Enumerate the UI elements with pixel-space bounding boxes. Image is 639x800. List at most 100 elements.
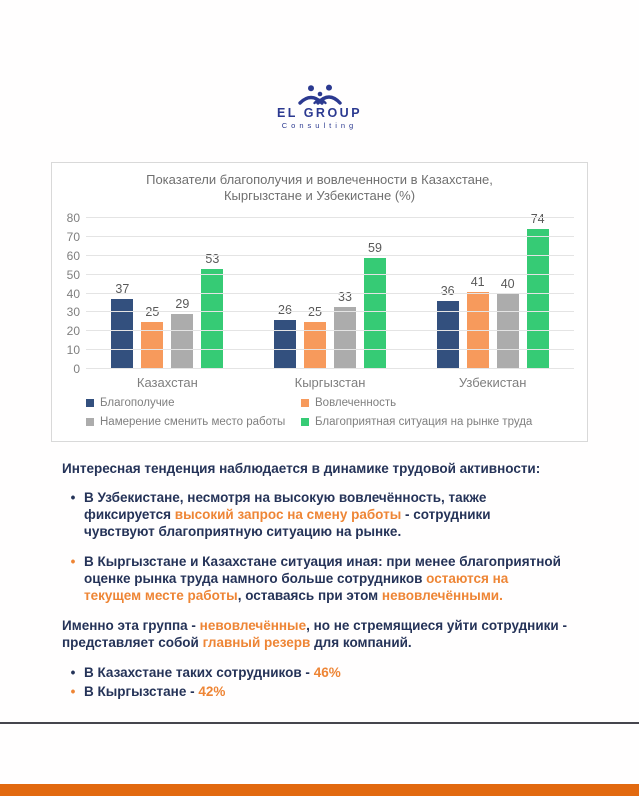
y-axis-tick-label: 10	[66, 343, 80, 358]
bar-value-label: 29	[175, 297, 190, 312]
legend-swatch	[86, 399, 94, 407]
bar: 59	[364, 241, 386, 369]
plot-area: 37 25 29 53 26 25 33 59 36 41 40 74 0 10 20 30 40 50 60 70…	[67, 211, 574, 376]
stats-list: • В Казахстане таких сотрудников - 46% • В …	[62, 664, 586, 700]
legend-item: Намерение сменить место работы	[86, 416, 301, 428]
legend-label: Намерение сменить место работы	[100, 416, 286, 428]
bar-value-label: 41	[470, 274, 485, 289]
bullet-text: В Кыргызстане - 42%	[84, 683, 225, 700]
bullet-text: В Казахстане таких сотрудников - 46%	[84, 664, 341, 681]
bar-group-3: 36 41 40 74	[411, 212, 574, 369]
text-segment: Интересная тенденция наблюдается в динам…	[62, 461, 541, 476]
legend-swatch	[301, 399, 309, 407]
text-segment: - сотрудники чувствуют благоприятную сит…	[84, 507, 491, 539]
bullet-marker: •	[70, 490, 76, 505]
bullet-marker: •	[70, 684, 76, 699]
bar: 29	[171, 297, 194, 369]
text-segment: Именно эта группа -	[62, 618, 200, 633]
y-axis-tick-label: 0	[73, 362, 80, 376]
bar-value-label: 37	[115, 282, 130, 297]
chart-card: Показатели благополучия и вовлеченности …	[51, 162, 588, 442]
bar: 25	[141, 305, 164, 369]
text-segment: главный резерв	[202, 635, 311, 650]
bar-group-1: 37 25 29 53	[86, 252, 249, 369]
chart-title: Показатели благополучия и вовлеченности …	[52, 172, 587, 205]
text-segment: высокий запрос на смену работы	[174, 507, 402, 522]
text-segment: 42%	[198, 684, 226, 699]
bullet-marker: •	[70, 554, 76, 569]
bar: 33	[334, 290, 356, 369]
y-axis-tick-label: 30	[66, 305, 80, 320]
divider-line	[0, 722, 639, 724]
text-segment: невовлечёнными.	[381, 588, 503, 603]
chart-legend: Благополучие Вовлеченность Намерение смени…	[86, 397, 579, 428]
text-segment: 46%	[313, 665, 341, 680]
bar-value-label: 59	[368, 240, 382, 255]
gridline	[86, 311, 574, 313]
y-axis-tick-label: 60	[66, 248, 80, 263]
legend-item: Благополучие	[86, 397, 301, 409]
text-segment: , но не стремящиеся уйти сотрудники - пр…	[62, 618, 567, 650]
bar: 26	[274, 303, 296, 369]
bar: 37	[111, 282, 134, 369]
y-axis-tick-label: 80	[66, 211, 80, 225]
y-axis-tick-label: 70	[66, 229, 80, 244]
legend-swatch	[301, 418, 309, 426]
bullet-text: В Кыргызстане и Казахстане ситуация иная…	[84, 553, 562, 604]
bottom-accent-bar	[0, 784, 639, 796]
gridline	[86, 254, 574, 256]
chart-title-line1: Показатели благополучия и вовлеченности …	[146, 172, 493, 187]
legend-label: Вовлеченность	[315, 397, 397, 409]
logo: EL GROUP Consulting	[0, 84, 639, 131]
legend-label: Благополучие	[100, 397, 175, 409]
bar: 53	[201, 252, 224, 369]
gridline	[86, 235, 574, 237]
gridline	[86, 273, 574, 275]
analysis-intro: Интересная тенденция наблюдается в динам…	[62, 460, 586, 477]
bar: 25	[304, 305, 326, 369]
bullet-list: • В Узбекистане, несмотря на высокую вовл…	[62, 489, 586, 604]
y-axis-tick-label: 20	[66, 324, 80, 339]
text-segment: невовлечённые	[199, 618, 307, 633]
bar: 36	[436, 284, 459, 369]
summary-paragraph: Именно эта группа - невовлечённые, но не…	[62, 617, 584, 651]
gridline	[86, 292, 574, 294]
text-segment: В Казахстане таких сотрудников -	[84, 665, 314, 680]
text-segment: остаются на текущем месте работы	[84, 571, 509, 603]
legend-swatch	[86, 418, 94, 426]
text-segment: , оставаясь при этом	[237, 588, 382, 603]
analysis-section: Интересная тенденция наблюдается в динам…	[62, 460, 586, 702]
bar: 74	[526, 212, 549, 369]
bullet-text: В Узбекистане, несмотря на высокую вовле…	[84, 489, 562, 540]
category-axis: Казахстан Кыргызстан Узбекистан	[86, 375, 574, 390]
category-label: Казахстан	[136, 375, 198, 390]
chart-title-line2: Кыргызстане и Узбекистане (%)	[223, 188, 416, 204]
gridline	[86, 330, 574, 332]
y-axis-tick-label: 50	[66, 267, 80, 282]
text-segment: В Кыргызстане и Казахстане ситуация иная…	[84, 554, 561, 586]
bullet-item: • В Кыргызстане и Казахстане ситуация ина…	[62, 553, 562, 604]
gridline	[86, 349, 574, 351]
bar-groups: 37 25 29 53 26 25 33 59 36 41 40 74	[86, 212, 574, 369]
bar-value-label: 74	[530, 212, 545, 227]
logo-name: EL GROUP	[276, 106, 363, 120]
gridline	[86, 217, 574, 218]
bar-value-label: 26	[278, 302, 292, 317]
category-label: Узбекистан	[458, 375, 527, 390]
y-axis-tick-label: 40	[66, 286, 80, 301]
bar-value-label: 36	[440, 284, 455, 299]
gridline	[86, 368, 574, 369]
legend-item: Благоприятная ситуация на рынке труда	[301, 416, 579, 428]
legend-item: Вовлеченность	[301, 397, 579, 409]
category-label: Кыргызстан	[294, 375, 366, 390]
bar-value-label: 40	[500, 276, 515, 291]
legend-label: Благоприятная ситуация на рынке труда	[315, 416, 533, 428]
text-segment: В Узбекистане, несмотря на высокую вовле…	[84, 490, 487, 522]
text-segment: для компаний.	[310, 635, 412, 650]
bullet-marker: •	[70, 665, 76, 680]
logo-subtitle: Consulting	[281, 120, 358, 130]
bullet-item: • В Узбекистане, несмотря на высокую вовл…	[62, 489, 562, 540]
bullet-item: • В Кыргызстане - 42%	[62, 683, 562, 700]
bar: 40	[496, 277, 519, 369]
